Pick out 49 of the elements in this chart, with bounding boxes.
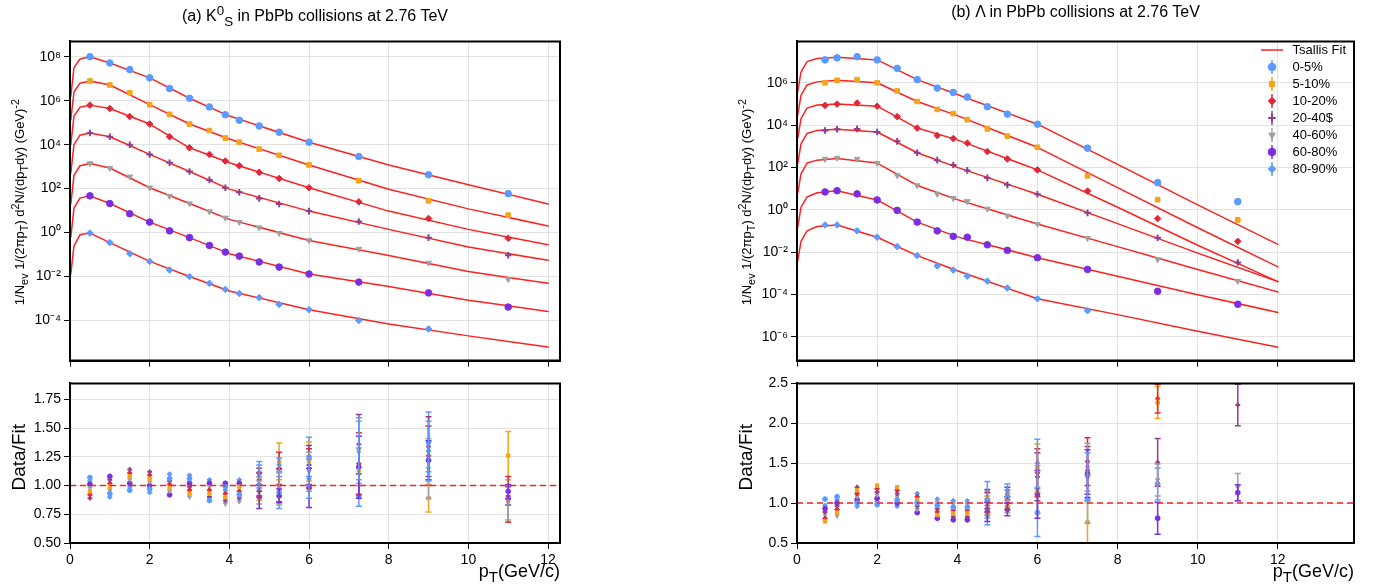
y-tick-label: 0.50 — [33, 533, 62, 550]
legend-label: 0-5% — [1292, 59, 1323, 74]
legend-label: 40-60% — [1292, 127, 1338, 142]
x-tick-label: 6 — [1033, 551, 1042, 568]
x-tick-label: 4 — [225, 551, 234, 568]
y-tick-label: 10⁻⁶ — [761, 327, 788, 344]
y-tick-label: 0.75 — [33, 505, 62, 522]
x-tick-label: 4 — [953, 551, 962, 568]
y-tick-label: 10⁸ — [39, 47, 62, 64]
y-tick-label: 10⁰ — [40, 223, 61, 240]
legend-label: 80-90% — [1292, 161, 1338, 176]
y-tick-label: 10² — [40, 179, 62, 196]
x-tick-label: 8 — [1113, 551, 1122, 568]
x-tick-label: 2 — [145, 551, 154, 568]
y-tick-label: 1.50 — [33, 419, 62, 436]
y-tick-label: 10⁻² — [35, 267, 62, 284]
y-axis-title: Data/Fit — [735, 424, 757, 491]
y-tick-label: 10⁴ — [39, 135, 61, 152]
y-tick-label: 1.00 — [33, 476, 62, 493]
legend-label: 20-40$ — [1292, 110, 1334, 125]
legend-label: 10-20% — [1292, 93, 1338, 108]
x-tick-label: 8 — [384, 551, 393, 568]
y-tick-label: 10² — [767, 158, 789, 175]
y-axis-title: Data/Fit — [8, 424, 30, 491]
legend-label: Tsallis Fit — [1292, 42, 1346, 57]
y-tick-label: 10⁴ — [766, 115, 788, 132]
x-tick-label: 2 — [873, 551, 882, 568]
chart-title: (b) Λ in PbPb collisions at 2.76 TeV — [950, 3, 1201, 21]
y-tick-label: 10⁰ — [767, 200, 788, 217]
y-tick-label: 0.5 — [768, 533, 789, 550]
y-tick-label: 10⁻⁴ — [761, 285, 788, 302]
y-tick-label: 10⁻⁴ — [34, 311, 61, 328]
y-tick-label: 1.5 — [768, 454, 789, 471]
y-tick-label: 2.5 — [768, 374, 789, 391]
y-tick-label: 10⁻² — [762, 242, 789, 259]
legend-label: 60-80% — [1292, 144, 1338, 159]
x-tick-label: 0 — [793, 551, 802, 568]
legend-label: 5-10% — [1292, 76, 1331, 91]
y-tick-label: 1.25 — [33, 447, 62, 464]
y-tick-label: 2.0 — [768, 414, 789, 431]
y-tick-label: 10⁶ — [39, 91, 61, 108]
x-tick-label: 10 — [1189, 551, 1206, 568]
y-tick-label: 10⁶ — [766, 73, 788, 90]
y-tick-label: 1.75 — [33, 390, 62, 407]
x-tick-label: 6 — [305, 551, 314, 568]
chart-title: (a) K$^{0}$$_{S}$ in PbPb collisions at 2.76 TeV — [181, 3, 449, 29]
x-tick-label: 10 — [460, 551, 477, 568]
x-tick-label: 0 — [66, 551, 75, 568]
y-tick-label: 1.0 — [768, 493, 789, 510]
